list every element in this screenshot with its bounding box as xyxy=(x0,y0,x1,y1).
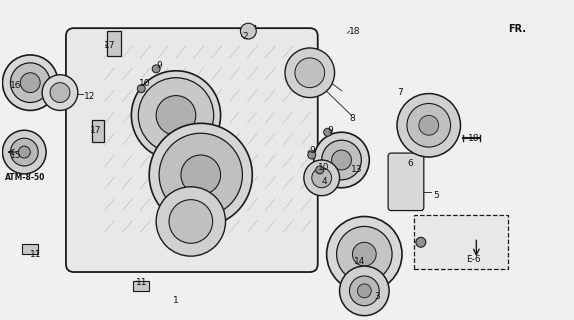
Circle shape xyxy=(340,266,389,316)
Text: 16: 16 xyxy=(10,81,22,90)
Circle shape xyxy=(321,140,362,180)
Text: 18: 18 xyxy=(350,27,361,36)
Circle shape xyxy=(336,227,392,282)
Circle shape xyxy=(137,85,145,92)
Circle shape xyxy=(407,103,451,147)
Circle shape xyxy=(2,130,46,174)
Circle shape xyxy=(308,151,316,159)
FancyBboxPatch shape xyxy=(388,153,424,211)
Text: 9: 9 xyxy=(310,146,316,155)
Circle shape xyxy=(352,242,376,266)
Text: 2: 2 xyxy=(242,32,248,41)
Text: 9: 9 xyxy=(156,61,162,70)
Circle shape xyxy=(10,138,38,166)
Circle shape xyxy=(241,23,256,39)
FancyBboxPatch shape xyxy=(66,28,318,272)
Circle shape xyxy=(295,58,325,88)
Circle shape xyxy=(350,276,379,306)
Circle shape xyxy=(131,71,220,160)
Text: 6: 6 xyxy=(407,159,413,168)
Bar xyxy=(414,214,508,269)
Circle shape xyxy=(169,200,212,243)
Text: 17: 17 xyxy=(103,41,115,50)
Text: 4: 4 xyxy=(321,177,327,186)
Circle shape xyxy=(316,166,324,174)
Text: ATM-8-50: ATM-8-50 xyxy=(5,173,45,182)
Circle shape xyxy=(18,146,30,158)
Circle shape xyxy=(156,96,196,135)
Bar xyxy=(133,281,149,291)
Text: E-6: E-6 xyxy=(467,255,481,264)
Circle shape xyxy=(314,132,369,188)
Circle shape xyxy=(285,48,335,98)
Text: 11: 11 xyxy=(136,278,148,287)
Circle shape xyxy=(419,116,439,135)
Text: 1: 1 xyxy=(173,296,179,305)
Circle shape xyxy=(50,83,70,102)
Circle shape xyxy=(312,168,332,188)
Text: 9: 9 xyxy=(328,126,333,135)
Text: 10: 10 xyxy=(318,164,329,172)
Text: 8: 8 xyxy=(350,114,355,123)
Circle shape xyxy=(20,73,40,92)
Circle shape xyxy=(2,55,58,110)
Text: 10: 10 xyxy=(139,79,151,88)
Bar xyxy=(22,244,38,254)
Circle shape xyxy=(304,160,340,196)
Text: FR.: FR. xyxy=(508,24,526,34)
Circle shape xyxy=(324,128,332,136)
Circle shape xyxy=(156,187,226,256)
Circle shape xyxy=(358,284,371,298)
Circle shape xyxy=(138,78,214,153)
Text: 14: 14 xyxy=(354,257,366,266)
Circle shape xyxy=(152,65,160,73)
Circle shape xyxy=(397,93,460,157)
Text: 7: 7 xyxy=(397,88,403,97)
Text: 18: 18 xyxy=(468,134,480,143)
Text: 17: 17 xyxy=(90,126,101,135)
Circle shape xyxy=(181,155,220,195)
Circle shape xyxy=(42,75,78,110)
Circle shape xyxy=(10,63,50,102)
Circle shape xyxy=(159,133,242,217)
Text: 15: 15 xyxy=(10,150,22,160)
Text: 12: 12 xyxy=(84,92,95,101)
Text: 11: 11 xyxy=(30,250,42,259)
Circle shape xyxy=(327,217,402,292)
Circle shape xyxy=(332,150,351,170)
Text: 3: 3 xyxy=(374,292,380,301)
Circle shape xyxy=(416,237,426,247)
Bar xyxy=(92,120,103,142)
Text: 5: 5 xyxy=(434,191,440,200)
Text: 13: 13 xyxy=(351,165,363,174)
Circle shape xyxy=(149,123,253,227)
Bar xyxy=(107,31,122,56)
